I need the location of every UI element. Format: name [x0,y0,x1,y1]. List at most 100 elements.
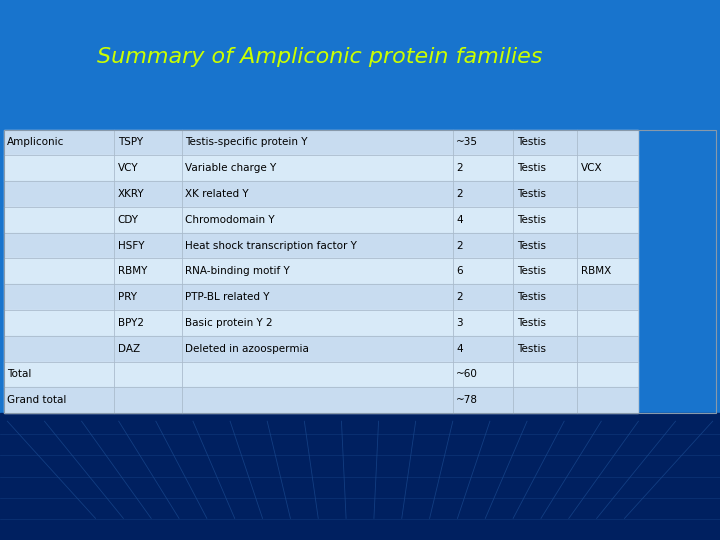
Bar [114,207,181,233]
Text: Chromodomain Y: Chromodomain Y [186,215,275,225]
Bar [4,233,114,259]
Bar [114,362,181,387]
Bar [114,233,181,259]
Text: XK related Y: XK related Y [186,189,249,199]
Bar [181,284,453,310]
Bar [513,207,577,233]
Bar [181,233,453,259]
Text: 2: 2 [456,189,463,199]
Bar [453,181,513,207]
Text: Testis: Testis [517,138,546,147]
Bar [513,207,577,233]
Bar [577,233,638,259]
Bar [513,362,577,387]
Bar [577,156,638,181]
Bar [181,362,453,387]
Text: DAZ: DAZ [117,343,140,354]
Text: 4: 4 [456,215,463,225]
Bar [114,284,181,310]
Bar [577,130,638,156]
Bar [114,259,181,284]
Text: PTP-BL related Y: PTP-BL related Y [186,292,270,302]
Bar [114,336,181,362]
Text: Deleted in azoospermia: Deleted in azoospermia [186,343,310,354]
Bar [4,233,114,259]
Bar [181,310,453,336]
Bar [513,130,577,156]
Text: XKRY: XKRY [117,189,144,199]
Bar [453,233,513,259]
Text: ~78: ~78 [456,395,478,405]
Bar [453,156,513,181]
Bar [4,284,114,310]
Text: ~35: ~35 [456,138,478,147]
Bar [513,233,577,259]
Text: RBMY: RBMY [117,266,147,276]
Bar [453,284,513,310]
Bar [4,207,114,233]
Bar [4,130,716,413]
Text: PRY: PRY [117,292,137,302]
Bar [181,259,453,284]
Bar [4,387,114,413]
Bar [577,207,638,233]
Text: BPY2: BPY2 [117,318,144,328]
Bar [181,362,453,387]
Bar [453,181,513,207]
Bar [4,181,114,207]
Bar [453,130,513,156]
Bar [513,387,577,413]
Bar [4,207,114,233]
Bar [114,130,181,156]
Text: Testis: Testis [517,318,546,328]
Bar [577,130,638,156]
Text: Summary of Ampliconic protein families: Summary of Ampliconic protein families [97,46,543,67]
Text: ~60: ~60 [456,369,478,380]
Bar [114,310,181,336]
Bar [513,156,577,181]
Bar [4,181,114,207]
Text: RNA-binding motif Y: RNA-binding motif Y [186,266,290,276]
Bar [114,130,181,156]
Bar [4,130,114,156]
Bar [453,284,513,310]
Bar [453,362,513,387]
Bar [513,284,577,310]
Bar [513,336,577,362]
Bar [4,310,114,336]
Bar [513,310,577,336]
Bar [4,362,114,387]
Bar [4,156,114,181]
Bar [577,156,638,181]
Bar [453,207,513,233]
Bar [513,181,577,207]
Bar [577,181,638,207]
Text: 2: 2 [456,292,463,302]
Bar [114,284,181,310]
Text: Testis: Testis [517,241,546,251]
Text: Testis: Testis [517,189,546,199]
Text: 2: 2 [456,163,463,173]
Bar [577,336,638,362]
Text: Heat shock transcription factor Y: Heat shock transcription factor Y [186,241,357,251]
Bar [181,207,453,233]
Bar [453,310,513,336]
Bar [453,156,513,181]
Bar [114,259,181,284]
Bar [4,130,114,156]
Bar [114,181,181,207]
Bar [577,310,638,336]
Bar [181,207,453,233]
Text: VCX: VCX [581,163,603,173]
Bar [453,130,513,156]
Bar [181,156,453,181]
Bar [181,181,453,207]
Bar [4,259,114,284]
Bar [114,181,181,207]
Bar [577,181,638,207]
Text: 6: 6 [456,266,463,276]
Bar [114,310,181,336]
Text: Ampliconic: Ampliconic [7,138,65,147]
Text: Testis: Testis [517,343,546,354]
Bar [4,387,114,413]
